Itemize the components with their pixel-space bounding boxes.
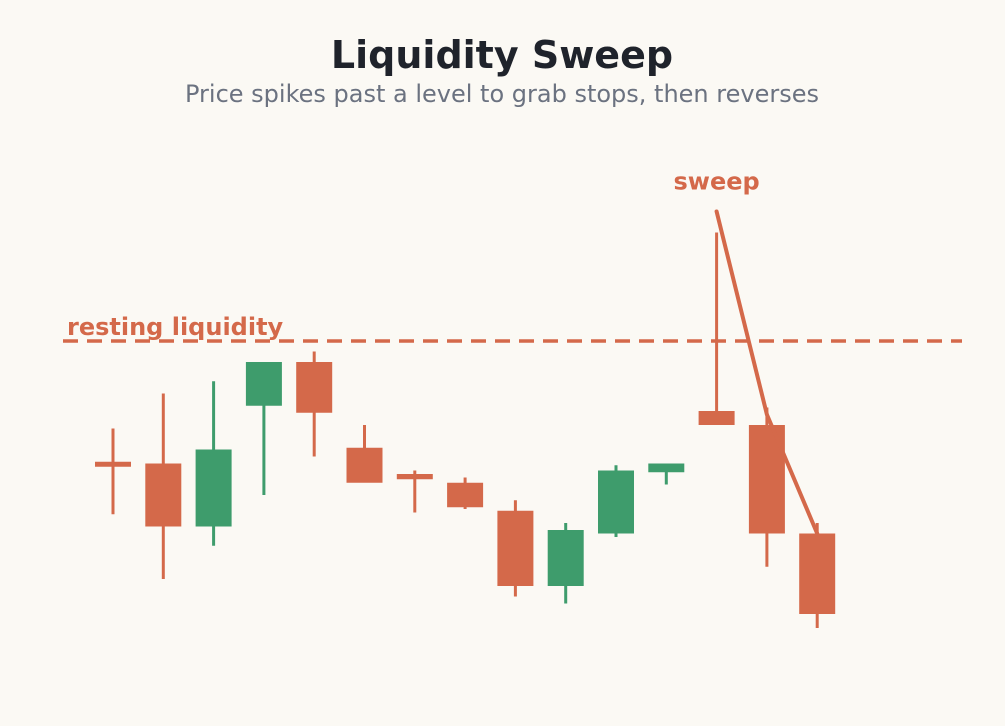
candle-13 [698, 232, 735, 425]
candle-body [296, 362, 333, 413]
candle-14 [748, 407, 785, 567]
liquidity-level-label: resting liquidity [67, 313, 284, 341]
candle-body [145, 463, 182, 527]
sweep-arrow-line [714, 209, 820, 536]
candle-4 [245, 362, 282, 495]
candle-8 [447, 477, 484, 509]
candle-5 [296, 351, 333, 457]
candle-12 [648, 463, 685, 485]
candle-15 [799, 523, 836, 628]
sweep-label: sweep [673, 168, 759, 196]
annotation-layer: sweep [673, 168, 820, 536]
candle-11 [598, 465, 634, 537]
candle-body [497, 510, 534, 586]
candle-body [396, 474, 433, 480]
chart-title: Liquidity Sweep [331, 33, 673, 77]
candle-body [95, 461, 131, 467]
candle-body [547, 530, 584, 586]
level-layer: resting liquidity [63, 313, 962, 343]
candle-body [799, 533, 836, 614]
candle-body [698, 411, 735, 425]
candle-10 [547, 523, 584, 604]
candle-2 [145, 393, 182, 579]
candle-body [447, 482, 484, 508]
candle-9 [497, 500, 534, 597]
candle-body [598, 470, 634, 534]
candle-layer [95, 232, 836, 628]
chart-subtitle: Price spikes past a level to grab stops,… [185, 80, 819, 108]
candle-6 [346, 425, 383, 483]
candle-body [195, 449, 232, 527]
candle-3 [195, 381, 232, 546]
candle-body [245, 362, 282, 406]
candle-1 [95, 428, 131, 515]
candle-body [346, 447, 383, 483]
candle-7 [396, 470, 433, 513]
candle-body [648, 463, 685, 473]
